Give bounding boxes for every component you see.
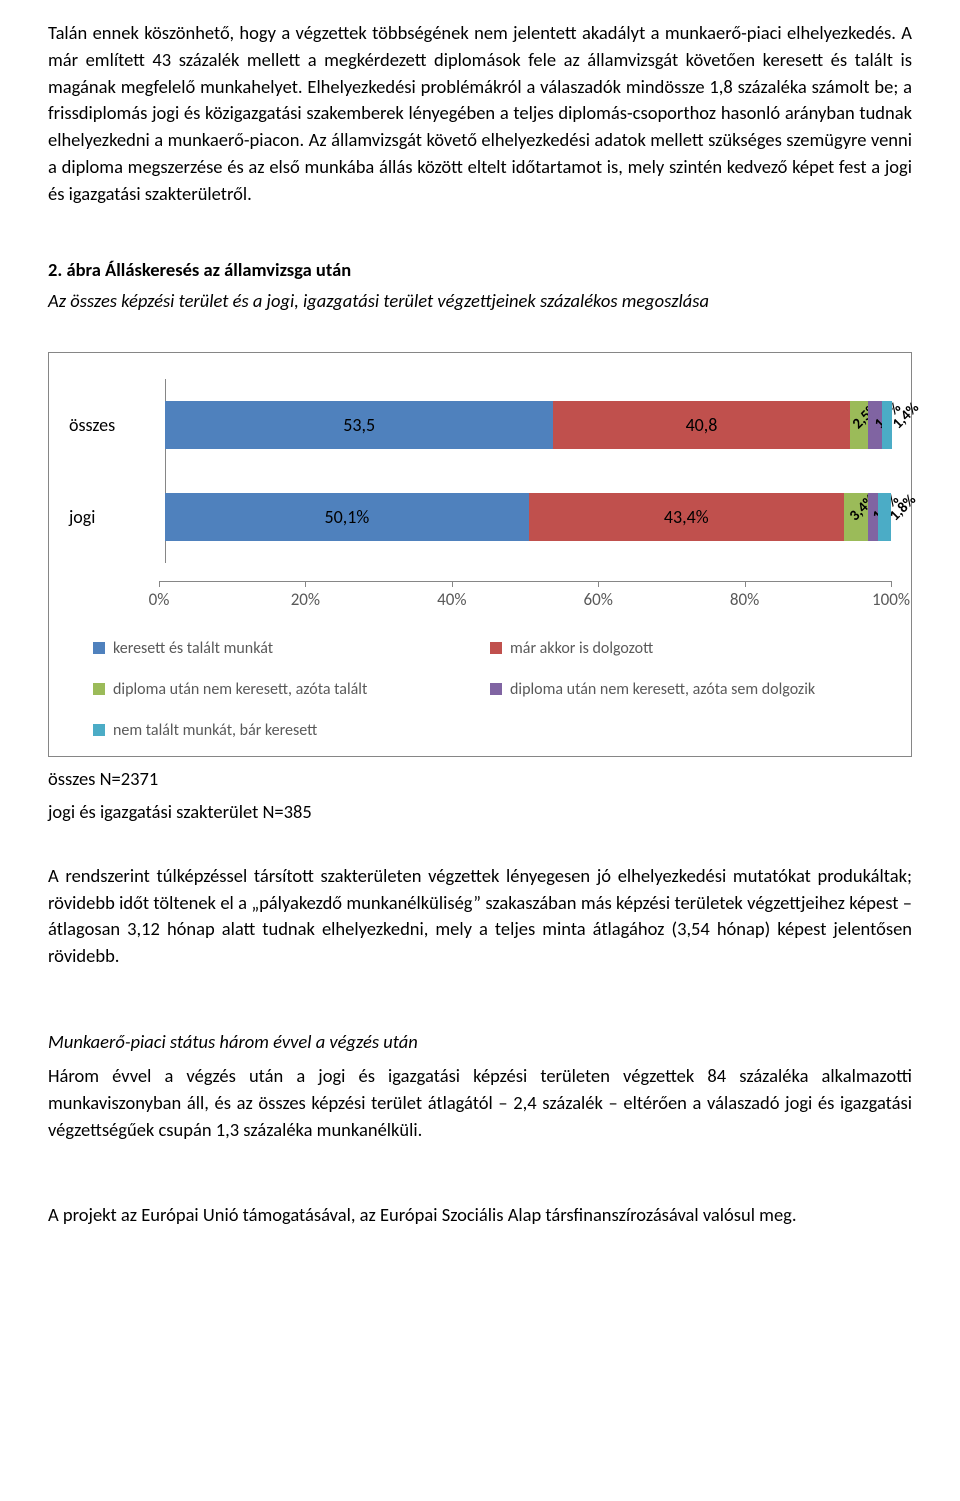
chart-note-1: összes N=2371 [48, 767, 912, 790]
axis-tick [598, 581, 599, 587]
bar-segment: 40,8 [553, 401, 849, 449]
legend-item: keresett és talált munkát [93, 639, 470, 658]
bar-segment: 50,1% [165, 493, 529, 541]
legend-swatch [93, 683, 105, 695]
axis-tick-label: 20% [291, 589, 320, 610]
axis-tick [745, 581, 746, 587]
chart-category-label: összes [69, 414, 165, 436]
section-title: Munkaerő-piaci státus három évvel a végz… [48, 1030, 912, 1053]
body-paragraph-3: Három évvel a végzés után a jogi és igaz… [48, 1063, 912, 1143]
legend-item: már akkor is dolgozott [490, 639, 867, 658]
chart-title: 2. ábra Álláskeresés az államvizsga után [48, 258, 912, 281]
bar-track: 50,1%43,4%3,4%1,3%1,8% [165, 493, 891, 541]
chart-category-label: jogi [69, 506, 165, 528]
legend-label: diploma után nem keresett, azóta sem dol… [510, 680, 815, 699]
axis-tick-label: 60% [583, 589, 612, 610]
bar-segment [878, 493, 891, 541]
legend-item: diploma után nem keresett, azóta talált [93, 680, 470, 699]
axis-tick [305, 581, 306, 587]
bar-segment [882, 401, 892, 449]
body-paragraph-1: Talán ennek köszönhető, hogy a végzettek… [48, 20, 912, 208]
legend-label: keresett és talált munkát [113, 639, 273, 658]
legend-swatch [93, 642, 105, 654]
axis-tick-label: 100% [872, 589, 910, 610]
chart-row: jogi50,1%43,4%3,4%1,3%1,8% [69, 493, 891, 541]
axis-tick [159, 581, 160, 587]
axis-tick [452, 581, 453, 587]
axis-tick-label: 80% [730, 589, 759, 610]
chart-legend: keresett és talált munkát már akkor is do… [69, 639, 891, 740]
axis-tick [891, 581, 892, 587]
axis-tick-label: 0% [149, 589, 170, 610]
bar-segment: 43,4% [529, 493, 844, 541]
body-paragraph-2: A rendszerint túlképzéssel társított sza… [48, 863, 912, 970]
chart-row: összes53,540,82,5%1,9%1,4% [69, 401, 891, 449]
chart-note-2: jogi és igazgatási szakterület N=385 [48, 800, 912, 823]
chart-subtitle: Az összes képzési terület és a jogi, iga… [48, 289, 912, 312]
legend-swatch [490, 642, 502, 654]
legend-label: diploma után nem keresett, azóta talált [113, 680, 367, 699]
legend-label: már akkor is dolgozott [510, 639, 653, 658]
legend-item: diploma után nem keresett, azóta sem dol… [490, 680, 867, 699]
legend-item: nem talált munkát, bár keresett [93, 721, 470, 740]
legend-label: nem talált munkát, bár keresett [113, 721, 317, 740]
bar-segment: 53,5 [165, 401, 553, 449]
legend-swatch [490, 683, 502, 695]
axis-tick-label: 40% [437, 589, 466, 610]
bar-track: 53,540,82,5%1,9%1,4% [165, 401, 891, 449]
legend-swatch [93, 724, 105, 736]
stacked-bar-chart: összes53,540,82,5%1,9%1,4% jogi50,1%43,4%… [48, 352, 912, 757]
x-axis: 0%20%40%60%80%100% [69, 581, 891, 609]
page-footer: A projekt az Európai Unió támogatásával,… [48, 1203, 912, 1226]
